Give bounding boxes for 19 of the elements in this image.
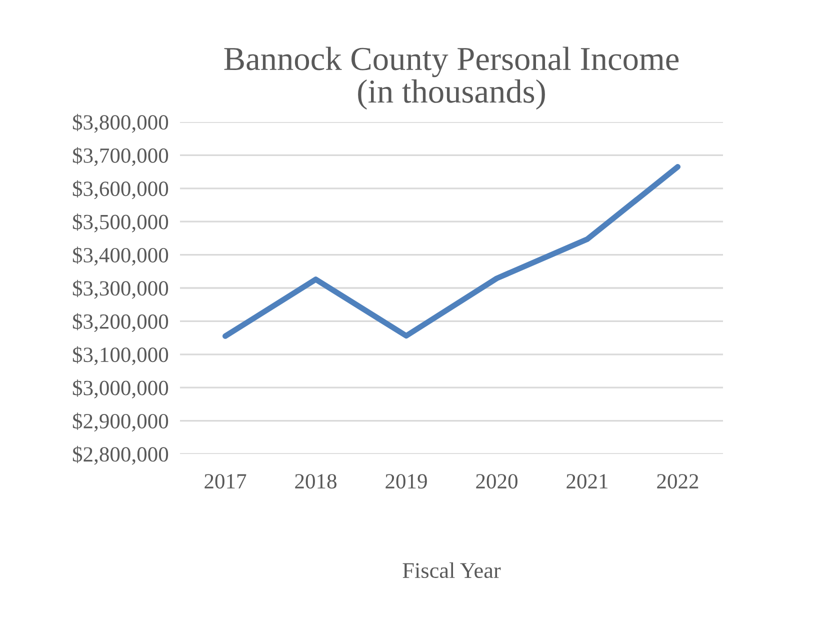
y-tick-label: $3,800,000 — [72, 114, 168, 133]
y-tick-label: $3,000,000 — [72, 379, 168, 398]
y-tick-label: $3,400,000 — [72, 246, 168, 266]
x-tick-label: 2020 — [476, 474, 518, 489]
y-tick-label: $3,600,000 — [72, 180, 168, 200]
x-axis-title: Fiscal Year — [402, 562, 501, 578]
y-tick-label: $3,100,000 — [72, 346, 168, 366]
y-tick-label: $3,300,000 — [72, 280, 168, 299]
x-tick-label: 2019 — [386, 474, 427, 489]
y-tick-label: $3,200,000 — [72, 313, 168, 332]
y-tick-label: $3,500,000 — [72, 213, 168, 232]
x-tick-label: 2021 — [566, 474, 608, 489]
x-tick-label: 2018 — [295, 474, 336, 489]
x-tick-label: 2017 — [204, 474, 246, 489]
y-tick-label: $3,700,000 — [72, 147, 168, 166]
chart-title: Bannock County Personal Income (in thousands) — [224, 46, 679, 110]
y-tick-label: $2,900,000 — [72, 412, 168, 432]
x-tick-label: 2022 — [657, 474, 698, 489]
y-tick-label: $2,800,000 — [72, 446, 168, 465]
